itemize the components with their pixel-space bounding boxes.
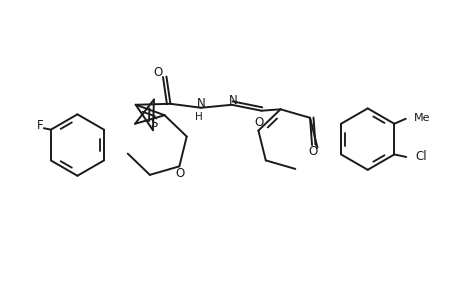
Text: O: O (308, 146, 317, 158)
Text: N: N (196, 97, 205, 110)
Text: H: H (194, 112, 202, 122)
Text: O: O (175, 167, 185, 180)
Text: F: F (37, 119, 43, 132)
Text: O: O (254, 116, 263, 129)
Text: S: S (150, 117, 157, 130)
Text: N: N (228, 94, 237, 107)
Text: Me: Me (413, 113, 430, 123)
Text: Cl: Cl (414, 150, 426, 164)
Text: O: O (152, 66, 162, 79)
